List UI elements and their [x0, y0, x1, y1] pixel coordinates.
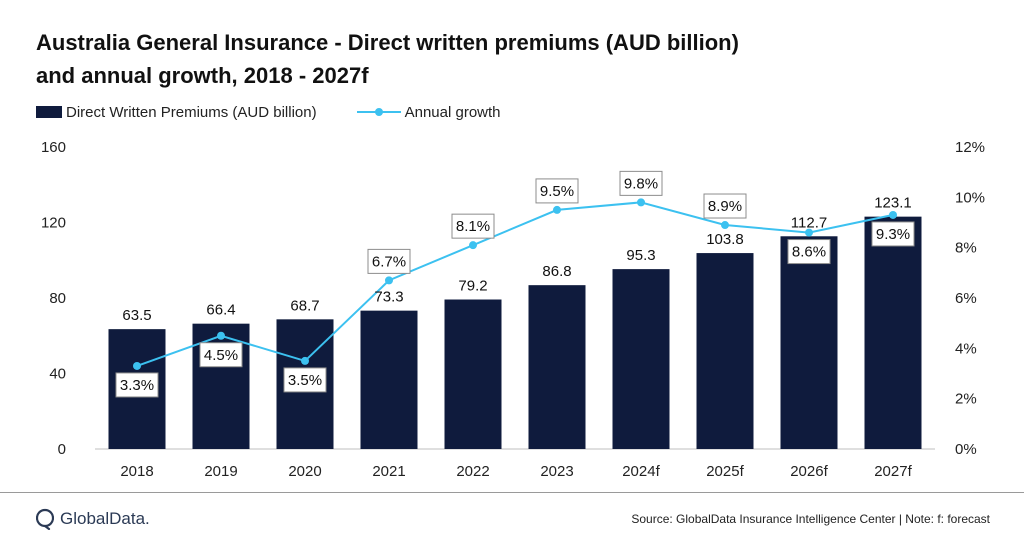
growth-value-label: 6.7%: [372, 253, 406, 270]
x-tick-label: 2023: [540, 463, 573, 480]
premium-bar: [528, 285, 586, 449]
y-right-tick-label: 8%: [955, 240, 977, 257]
y-left-tick-label: 120: [41, 215, 66, 232]
bar-value-label: 95.3: [626, 247, 655, 264]
growth-point: [301, 356, 309, 365]
footer-divider: [0, 492, 1024, 493]
y-right-tick-label: 10%: [955, 189, 985, 206]
growth-label-box: [283, 367, 327, 393]
y-left-tick-label: 40: [49, 366, 66, 383]
premium-bar: [780, 236, 838, 449]
bar-value-label: 68.7: [290, 297, 319, 314]
growth-label-box: [619, 170, 663, 196]
legend-item-growth: Annual growth: [356, 103, 501, 121]
legend-line-swatch: [356, 108, 401, 116]
premium-bar: [444, 299, 502, 449]
x-tick-label: 2027f: [874, 463, 912, 480]
y-left-tick-label: 0: [58, 441, 66, 458]
growth-label-box: [535, 178, 579, 204]
growth-point: [637, 198, 645, 207]
x-tick-label: 2024f: [622, 463, 660, 480]
growth-label-box: [787, 239, 831, 265]
premium-bar: [696, 253, 754, 449]
bar-value-label: 63.5: [122, 307, 151, 324]
growth-label-box: [367, 248, 411, 274]
growth-value-label: 8.1%: [456, 218, 490, 235]
bar-value-label: 79.2: [458, 278, 487, 295]
globaldata-logo-icon: [36, 508, 54, 530]
bar-value-label: 73.3: [374, 289, 403, 306]
globaldata-logo: GlobalData.: [36, 508, 150, 530]
growth-point: [133, 361, 141, 370]
bar-value-label: 103.8: [706, 231, 744, 248]
x-tick-label: 2021: [372, 463, 405, 480]
growth-label-box: [703, 193, 747, 219]
bar-value-label: 86.8: [542, 263, 571, 280]
bar-value-label: 66.4: [206, 302, 235, 319]
y-right-tick-label: 4%: [955, 340, 977, 357]
logo-text: GlobalData.: [60, 509, 150, 528]
chart-title-line-1: Australia General Insurance - Direct wri…: [36, 30, 739, 55]
growth-point: [553, 205, 561, 214]
legend-item-premiums: Direct Written Premiums (AUD billion): [36, 104, 317, 121]
x-tick-label: 2020: [288, 463, 321, 480]
premium-bar: [612, 269, 670, 449]
growth-label-box: [871, 221, 915, 247]
x-tick-label: 2022: [456, 463, 489, 480]
y-left-tick-label: 80: [49, 290, 66, 307]
growth-point: [889, 210, 897, 219]
growth-point: [469, 241, 477, 250]
growth-value-label: 8.6%: [792, 244, 826, 261]
growth-value-label: 3.3%: [120, 377, 154, 394]
y-left-tick-label: 160: [41, 139, 66, 156]
x-tick-label: 2025f: [706, 463, 744, 480]
bar-value-label: 123.1: [874, 195, 912, 212]
growth-value-label: 9.5%: [540, 183, 574, 200]
chart-title: Australia General Insurance - Direct wri…: [36, 26, 936, 92]
growth-label-box: [115, 372, 159, 398]
x-tick-label: 2018: [120, 463, 153, 480]
chart-title-line-2: and annual growth, 2018 - 2027f: [36, 63, 369, 88]
legend-bar-label: Direct Written Premiums (AUD billion): [66, 103, 317, 121]
growth-point: [217, 331, 225, 340]
growth-value-label: 9.8%: [624, 175, 658, 192]
source-note: Source: GlobalData Insurance Intelligenc…: [631, 512, 990, 526]
bar-value-label: 112.7: [791, 214, 827, 231]
growth-value-label: 8.9%: [708, 198, 742, 215]
legend-bar-swatch: [36, 106, 62, 118]
growth-point: [385, 276, 393, 285]
x-tick-label: 2019: [204, 463, 237, 480]
growth-point: [721, 221, 729, 230]
legend-line-label: Annual growth: [404, 103, 501, 121]
x-tick-label: 2026f: [790, 463, 828, 480]
growth-line: [136, 201, 894, 367]
y-right-tick-label: 2%: [955, 391, 977, 408]
growth-label-box: [451, 213, 495, 239]
chart-legend: Direct Written Premiums (AUD billion) An…: [36, 102, 541, 122]
growth-label-box: [199, 342, 243, 368]
y-right-tick-label: 6%: [955, 290, 977, 307]
growth-point: [805, 228, 813, 237]
premium-bar: [360, 310, 418, 449]
combo-chart: 0 40 80 120 160 0% 2% 4% 6% 8% 10% 12% 2018 2019 2020 2…: [41, 139, 985, 480]
premium-bar: [864, 216, 922, 449]
growth-value-label: 9.3%: [876, 226, 910, 243]
growth-value-label: 3.5%: [288, 372, 322, 389]
growth-value-label: 4.5%: [204, 347, 238, 364]
y-right-tick-label: 0%: [955, 441, 977, 458]
y-right-tick-label: 12%: [955, 139, 985, 156]
